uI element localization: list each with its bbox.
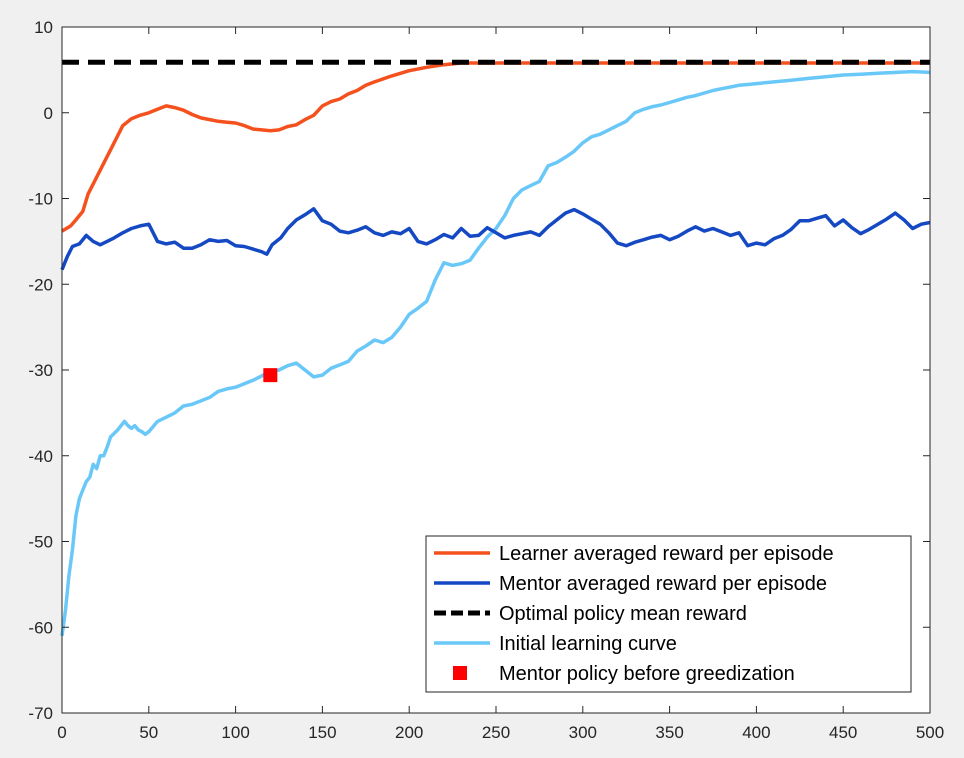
series-mentor-policy-before-greedization-marker [263, 368, 278, 383]
series-initial-learning-curve-line [60, 69, 931, 637]
x-tick-label: 150 [308, 723, 336, 742]
tick-layer: 0 50 100 150 200 250 300 350 400 450 500100-10-20-… [28, 18, 944, 742]
legend-item-learner-averaged-reward-per-episode: Learner averaged reward per episode [434, 543, 834, 565]
legend-item-initial-learning-curve: Initial learning curve [434, 633, 677, 655]
x-tick-label: 400 [742, 723, 770, 742]
legend-label: Learner averaged reward per episode [499, 543, 834, 565]
y-tick-label: -20 [28, 275, 53, 294]
x-tick-label: 100 [221, 723, 249, 742]
legend-box [425, 535, 912, 693]
y-tick-label: -40 [28, 447, 53, 466]
x-tick-label: 0 [57, 723, 66, 742]
x-tick-label: 300 [569, 723, 597, 742]
y-tick-label: 0 [44, 104, 53, 123]
y-tick-label: -10 [28, 190, 53, 209]
y-tick-label: -50 [28, 533, 53, 552]
series-mentor-averaged-reward-per-episode-line [60, 207, 931, 271]
y-tick-label: -30 [28, 361, 53, 380]
legend-item-mentor-policy-before-greedization: Mentor policy before greedization [453, 663, 795, 685]
x-tick-label: 500 [916, 723, 944, 742]
legend-label: Mentor policy before greedization [499, 663, 795, 685]
legend-label: Initial learning curve [499, 633, 677, 655]
legend: Learner averaged reward per episode Mento… [425, 535, 912, 693]
x-tick-label: 450 [829, 723, 857, 742]
legend-swatch [453, 666, 467, 680]
series-learner-averaged-reward-per-episode-line [61, 61, 930, 233]
y-tick-label: -70 [28, 704, 53, 723]
legend-label: Mentor averaged reward per episode [499, 573, 827, 595]
series-layer [60, 59, 931, 637]
x-tick-label: 250 [482, 723, 510, 742]
x-tick-label: 200 [395, 723, 423, 742]
legend-item-mentor-averaged-reward-per-episode: Mentor averaged reward per episode [434, 573, 827, 595]
x-tick-label: 50 [139, 723, 158, 742]
legend-label: Optimal policy mean reward [499, 603, 747, 625]
y-tick-label: -60 [28, 618, 53, 637]
legend-item-optimal-policy-mean-reward: Optimal policy mean reward [434, 603, 747, 625]
y-tick-label: 10 [34, 18, 53, 37]
legend-items: Learner averaged reward per episode Mento… [434, 543, 834, 685]
x-tick-label: 350 [655, 723, 683, 742]
